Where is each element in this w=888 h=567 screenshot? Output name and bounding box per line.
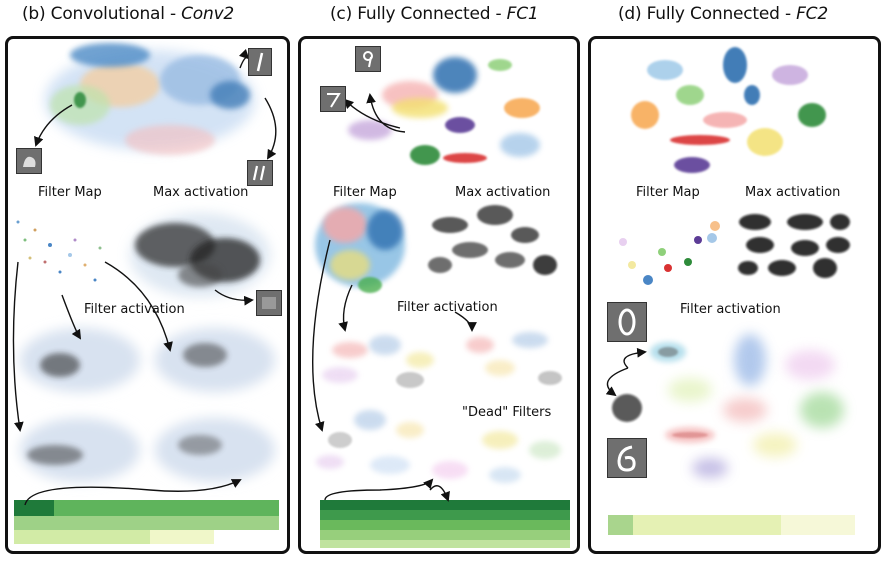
panel-b-max-activation-label: Max activation [153,185,249,200]
panel-b-colormap [14,500,279,544]
digit-thumb-zero [607,302,647,342]
panel-c-max-activation [428,205,557,275]
arrows [12,48,647,506]
panel-c-filter-map [315,203,405,293]
digit-thumb-conv-max [256,290,282,316]
panel-c-title: (c) Fully Connected - FC1 [330,4,539,24]
digit-thumb-nine [355,46,381,72]
panel-b-title: (b) Convolutional - Conv2 [22,4,234,24]
panel-d-title: (d) Fully Connected - FC2 [618,4,828,24]
panel-d-max-activation [738,214,850,278]
panel-c-max-activation-label: Max activation [455,185,551,200]
digit-thumb-one-b [247,160,273,186]
digit-thumb-six [607,438,647,478]
panel-d-activation-maps [612,334,844,478]
panel-c-activation-maps [316,332,562,483]
panel-c-colormap [320,500,570,548]
digit-thumb-conv-sample [16,148,42,174]
panel-d-filter-map [619,221,720,285]
panel-d-filter-activation-label: Filter activation [680,302,781,317]
panel-d-colormap [608,515,855,535]
panel-b-filter-activation-label: Filter activation [84,302,185,317]
panel-b-max-activation [130,213,270,297]
panel-b-filter-map-label: Filter Map [38,185,102,200]
panel-d-title-text: (d) Fully Connected - [618,4,797,24]
panel-d-title-layer: FC2 [796,4,828,24]
panel-d-max-activation-label: Max activation [745,185,841,200]
panel-b-filter-map [16,220,102,282]
panel-c-title-layer: FC1 [506,4,539,24]
panel-d [588,36,881,554]
panel-c-dead-filters-label: "Dead" Filters [462,405,552,420]
digit-thumb-one-a [248,48,272,76]
panel-b [5,36,290,554]
digit-thumb-seven [320,86,346,112]
panel-b-activation-maps [20,328,275,482]
panel-d-filter-map-label: Filter Map [636,185,700,200]
panel-b-title-layer: Conv2 [181,4,235,24]
panel-c-title-text: (c) Fully Connected - [330,4,507,24]
panel-c [298,36,580,554]
panel-b-title-text: (b) Convolutional - [22,4,182,24]
panel-c-filter-activation-label: Filter activation [397,300,498,315]
panel-c-scatter [348,57,540,165]
panel-c-filter-map-label: Filter Map [333,185,397,200]
panel-b-scatter [45,43,255,155]
panel-d-scatter [631,47,826,173]
